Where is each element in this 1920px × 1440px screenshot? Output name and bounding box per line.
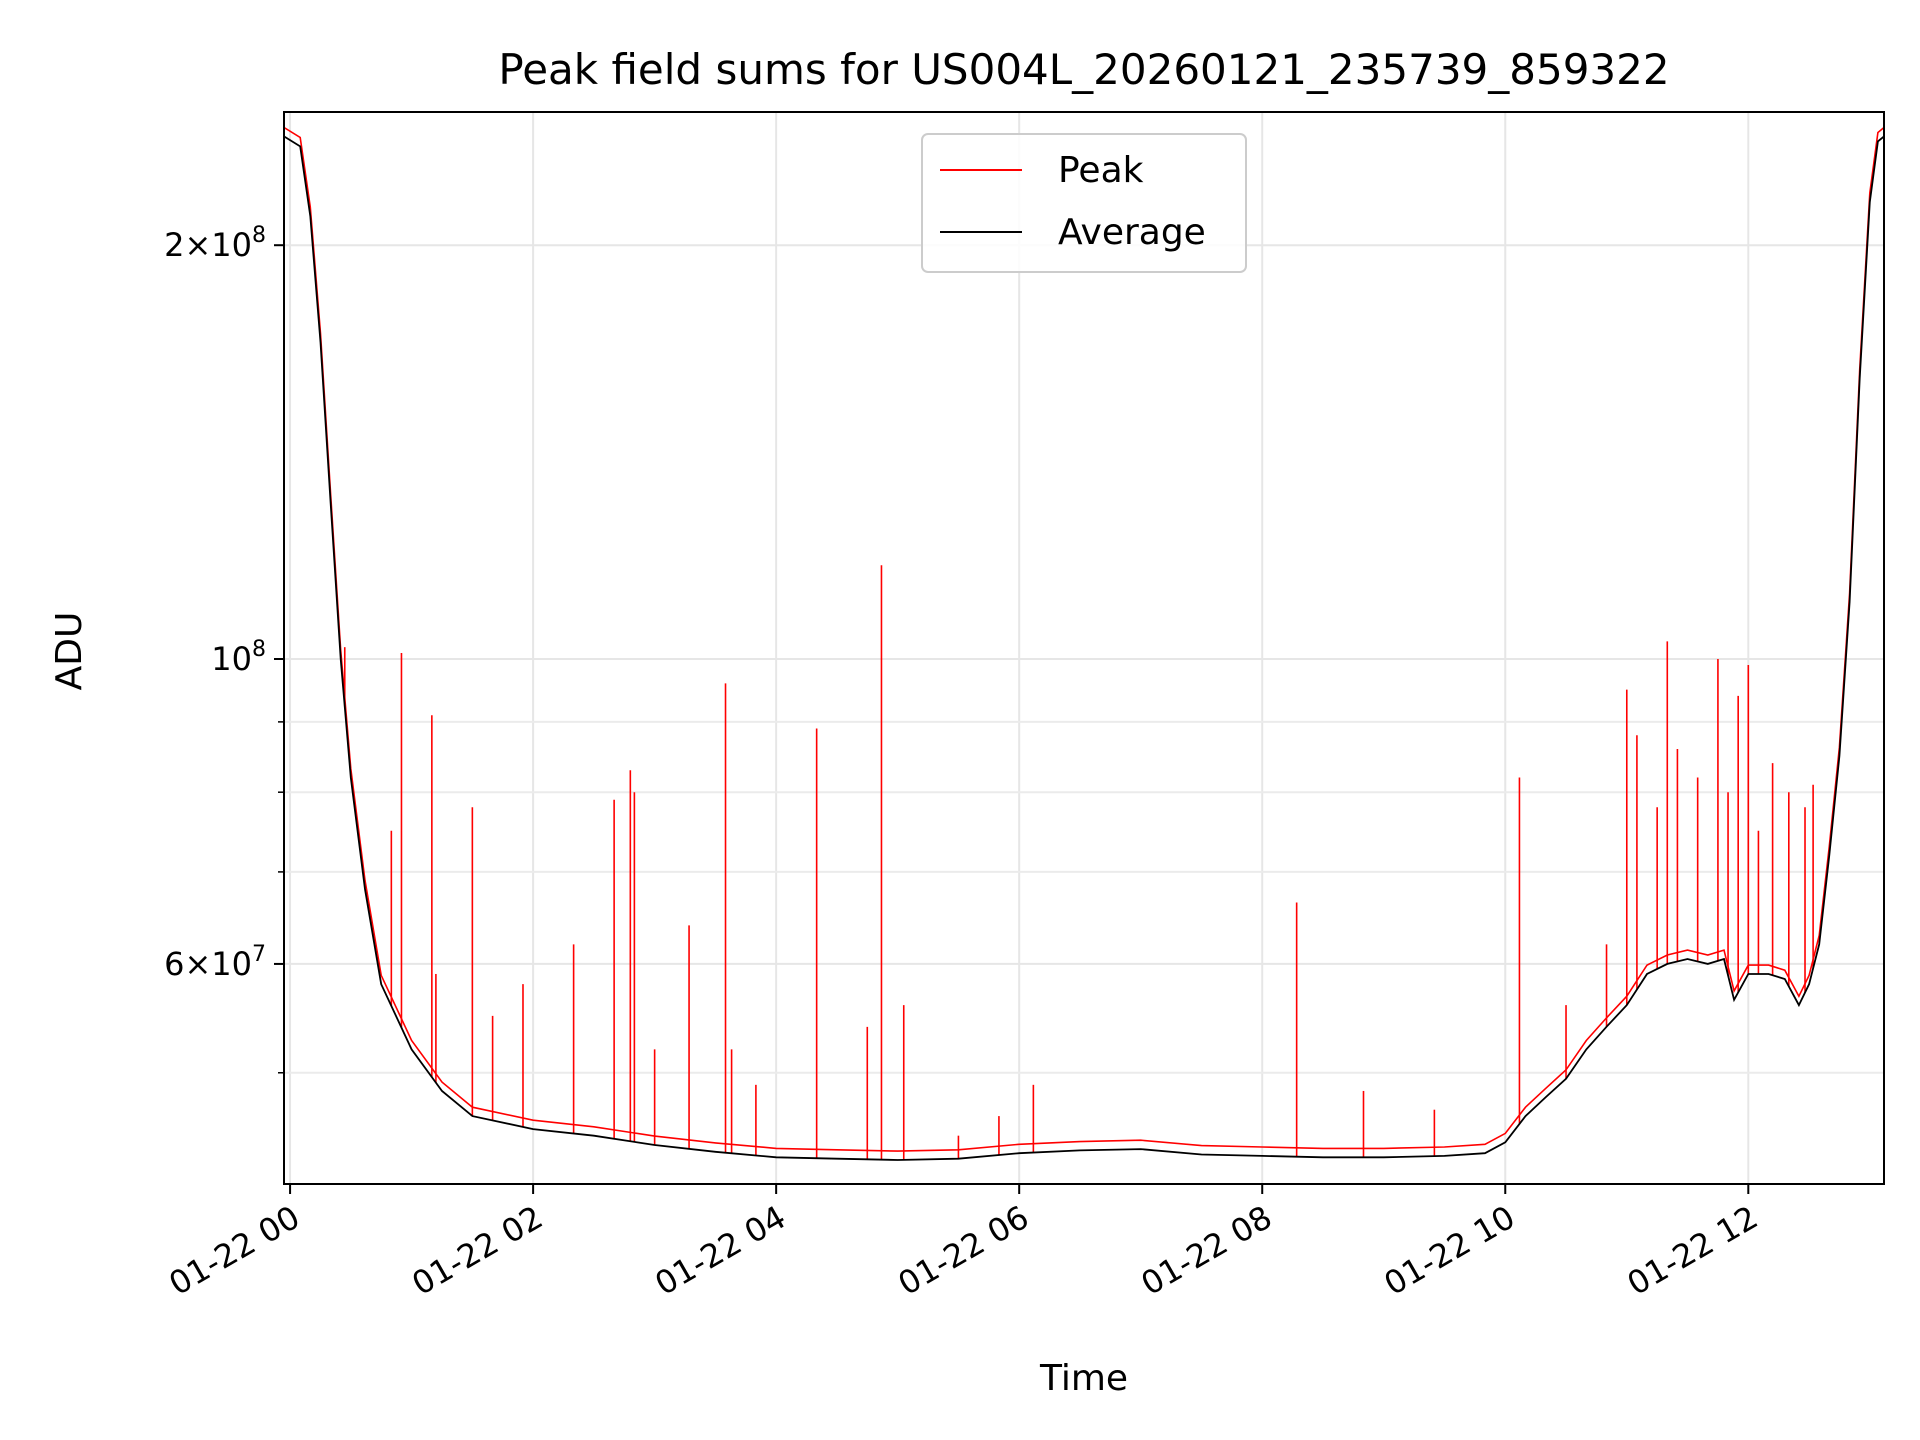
average-series <box>283 135 1885 1161</box>
legend: Peak Average <box>921 133 1247 273</box>
y-tick-label: 2×108 <box>164 223 266 264</box>
legend-box <box>921 133 1247 273</box>
y-axis-label: ADU <box>49 612 90 691</box>
x-axis-label: Time <box>1039 1358 1128 1399</box>
average-line <box>283 135 1885 1161</box>
chart-title: Peak field sums for US004L_20260121_2357… <box>498 45 1669 94</box>
y-tick-label: 108 <box>211 637 266 678</box>
peak-baseline <box>283 126 1885 1152</box>
peak-series <box>283 126 1885 1160</box>
legend-average-label: Average <box>1058 212 1206 253</box>
series-layer <box>283 126 1885 1161</box>
legend-peak-label: Peak <box>1058 150 1144 191</box>
plot-frame <box>283 111 1885 1185</box>
y-tick-label: 6×107 <box>164 942 266 983</box>
